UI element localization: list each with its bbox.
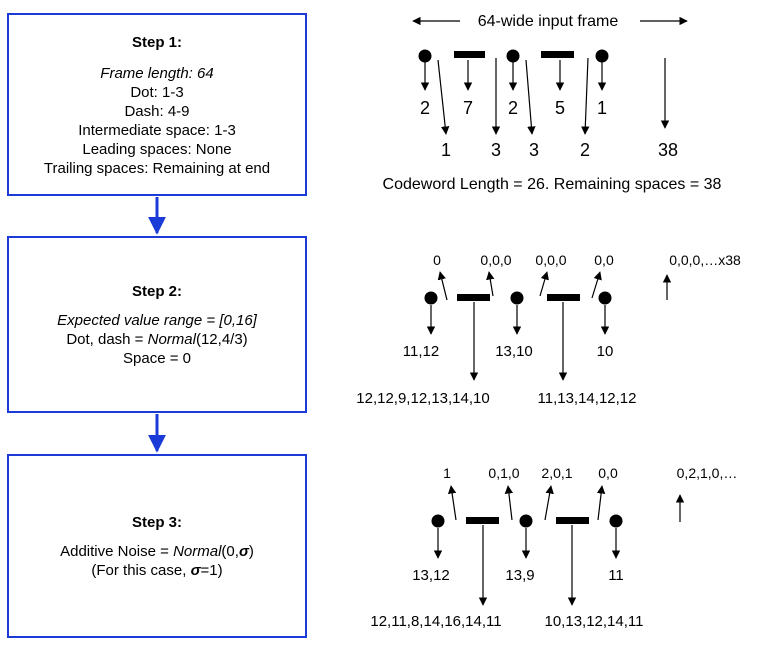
- dot-length-text: Dot: 1-3: [130, 84, 184, 101]
- noise-params-close: ): [248, 542, 254, 560]
- dot-values-label: 10: [597, 343, 614, 360]
- dot-symbol: [510, 291, 524, 305]
- dot-length-label: 2: [508, 98, 518, 118]
- step-1-box: Step 1: Frame length: 64 Dot: 1-3 Dash: …: [7, 13, 307, 196]
- case-sigma: σ: [190, 561, 201, 579]
- dot-symbol: [595, 49, 609, 63]
- dot-symbol: [598, 291, 612, 305]
- up-arrow: [596, 485, 606, 521]
- step-1-title: Step 1:: [131, 34, 182, 51]
- dash-values-label: 12,11,8,14,16,14,11: [370, 613, 501, 630]
- leading-spaces-text: Leading spaces: None: [82, 141, 232, 158]
- dot-values-label: 11,12: [403, 343, 439, 360]
- space-values-label: 0: [433, 252, 441, 268]
- dot-dash-prefix: Dot, dash =: [66, 330, 148, 348]
- dash-symbol: [556, 517, 589, 524]
- space-arrow: [581, 57, 590, 135]
- case-suffix: =1): [200, 561, 223, 579]
- up-arrow: [591, 271, 602, 299]
- expected-range-text: Expected value range = [0,16]: [57, 311, 257, 329]
- space-arrow: [437, 59, 450, 135]
- trailing-space-values-label: 0,0,0,…x38: [669, 252, 741, 268]
- case-prefix: (For this case,: [91, 561, 191, 579]
- space-values-label: 0,0: [594, 252, 614, 268]
- dot-values-label: 13,9: [505, 567, 534, 584]
- noise-distribution-text: Additive Noise = Normal(0,σ): [60, 542, 254, 561]
- dot-length-label: 2: [420, 98, 430, 118]
- dash-values-label: 10,13,12,14,11: [545, 613, 644, 630]
- space-values-label: 1: [443, 465, 451, 481]
- dot-symbol: [424, 291, 438, 305]
- space-values-label: 0,1,0: [488, 465, 519, 481]
- noise-dist-name: Normal: [173, 542, 222, 560]
- dot-values-label: 13,12: [412, 567, 450, 584]
- noise-params-open: (0,: [221, 542, 239, 560]
- row-3-illustration: 1 0,1,0 2,0,1 0,0 0,2,1,0,… 13,12 13,9 1…: [370, 465, 737, 630]
- dot-symbol: [609, 514, 623, 528]
- intermediate-space-text: Intermediate space: 1-3: [78, 122, 236, 139]
- step-2-box: Step 2: Expected value range = [0,16] Do…: [7, 236, 307, 413]
- space-value-text: Space = 0: [123, 349, 191, 367]
- sigma-case-text: (For this case, σ=1): [91, 561, 222, 580]
- dash-length-text: Dash: 4-9: [124, 103, 190, 120]
- dot-values-label: 13,10: [495, 343, 533, 360]
- dot-dash-distribution-text: Dot, dash = Normal(12,4/3): [66, 330, 247, 349]
- dot-symbol: [506, 49, 520, 63]
- trailing-spaces-text: Trailing spaces: Remaining at end: [43, 160, 271, 177]
- dot-length-label: 1: [597, 98, 607, 118]
- noise-prefix: Additive Noise =: [60, 542, 174, 560]
- dash-symbol: [466, 517, 499, 524]
- dot-dash-dist-name: Normal: [147, 330, 196, 348]
- trailing-space-length-label: 38: [658, 140, 678, 160]
- space-arrow: [525, 59, 536, 135]
- dash-length-label: 7: [463, 98, 473, 118]
- codeword-summary: Codeword Length = 26. Remaining spaces =…: [383, 176, 722, 193]
- space-values-label: 0,0: [598, 465, 618, 481]
- up-arrow: [504, 485, 514, 521]
- frame-length-text: Frame length: 64: [100, 65, 214, 82]
- dot-symbol: [418, 49, 432, 63]
- row-1-illustration: 64-wide input frame 2 7 2 5 1 1 3 3 2 38…: [383, 13, 722, 193]
- space-values-label: 0,0,0: [535, 252, 566, 268]
- dash-symbol: [541, 51, 574, 58]
- row-2-illustration: 0 0,0,0 0,0,0 0,0 0,0,0,…x38 11,12 13,10…: [356, 252, 741, 407]
- dot-values-label: 11: [608, 567, 624, 584]
- space-length-label: 3: [491, 140, 501, 160]
- up-arrow: [447, 485, 457, 521]
- dot-symbol: [519, 514, 533, 528]
- dash-symbol: [454, 51, 485, 58]
- noise-sigma: σ: [238, 542, 249, 560]
- space-length-label: 1: [441, 140, 451, 160]
- up-arrow: [437, 271, 448, 301]
- up-arrow: [539, 271, 549, 297]
- dot-symbol: [431, 514, 445, 528]
- frame-header-label: 64-wide input frame: [478, 13, 619, 30]
- dash-symbol: [547, 294, 580, 301]
- space-values-label: 0,0,0: [480, 252, 511, 268]
- dot-dash-params: (12,4/3): [195, 330, 248, 348]
- space-values-label: 2,0,1: [541, 465, 572, 481]
- up-arrow: [544, 485, 554, 521]
- dash-symbol: [457, 294, 490, 301]
- space-length-label: 3: [529, 140, 539, 160]
- dash-length-label: 5: [555, 98, 565, 118]
- space-length-label: 2: [580, 140, 590, 160]
- step-3-title: Step 3:: [131, 513, 182, 531]
- step-3-box: Step 3: Additive Noise = Normal(0,σ) (Fo…: [7, 454, 307, 638]
- dash-values-label: 12,12,9,12,13,14,10: [356, 390, 489, 407]
- dash-values-label: 11,13,14,12,12: [538, 390, 637, 407]
- step-2-title: Step 2:: [131, 282, 182, 300]
- trailing-space-values-label: 0,2,1,0,…: [677, 465, 738, 481]
- up-arrow: [486, 271, 495, 297]
